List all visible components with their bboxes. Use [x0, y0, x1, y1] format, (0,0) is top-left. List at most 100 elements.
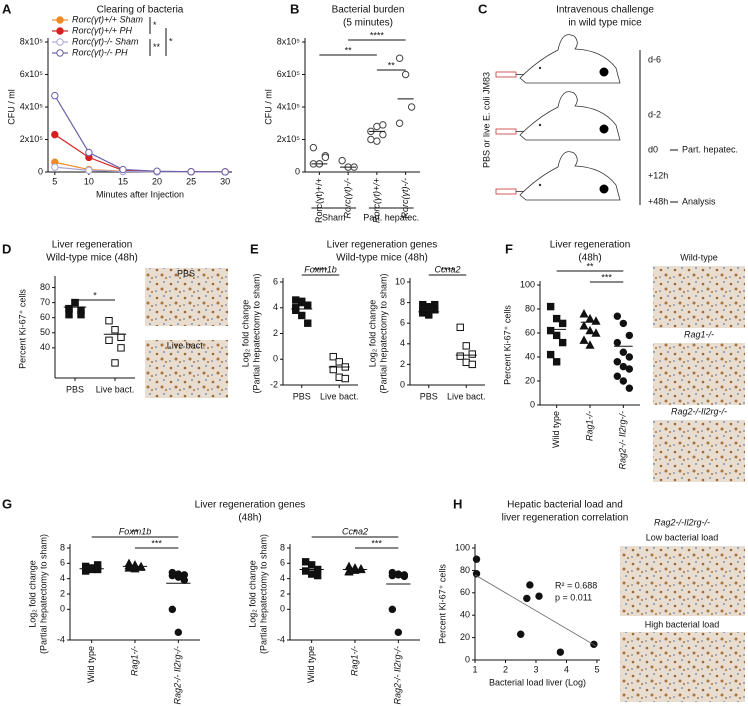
x-tick-label: Rag1-/- [129, 646, 139, 676]
point [153, 167, 161, 175]
panel-title: Foxm1b [304, 264, 337, 274]
point [304, 319, 312, 327]
y-tick-label: 20 [525, 375, 535, 385]
y-tick-label: 8x10⁵ [20, 36, 44, 46]
point [344, 567, 354, 576]
point [77, 310, 85, 319]
y-axis-label: (Partial hepatectomy to sham) [378, 273, 388, 393]
x-tick-label: PBS [293, 391, 311, 401]
diagram-title: Intravenous challenge [556, 5, 654, 16]
point [93, 561, 102, 569]
point [407, 103, 416, 111]
diagram: Intravenous challenge in wild type mice … [481, 5, 738, 207]
y-axis-label: Log₂ fold change [27, 560, 37, 628]
y-tick-label: 6 [280, 558, 285, 568]
bracket-label: *** [151, 538, 162, 548]
y-tick-label: 40 [525, 351, 535, 361]
point [168, 571, 177, 580]
x-axis-label: Bacterial load liver (Log) [489, 677, 586, 687]
point [425, 303, 433, 311]
annotation: p = 0.011 [555, 592, 592, 602]
y-tick-label: 4x10⁵ [20, 101, 44, 111]
y-tick-label: 6x10⁵ [277, 69, 301, 79]
bracket-label: *** [371, 538, 382, 548]
y-tick-label: 6x10⁵ [20, 69, 44, 79]
x-tick-label: 25 [186, 176, 196, 186]
point [379, 130, 387, 139]
point [119, 165, 127, 174]
micrograph [145, 268, 228, 326]
chart-subtitle: (48h) [238, 513, 261, 524]
y-tick-label: 6 [60, 558, 65, 568]
point [579, 309, 589, 318]
point [56, 38, 64, 46]
y-tick-label: 20 [460, 632, 470, 642]
point [329, 352, 337, 361]
y-tick-label: 4x10⁵ [277, 101, 301, 111]
y-tick-label: 8 [60, 542, 65, 552]
image-label: Rag2-/-Il2rg-/- [671, 406, 727, 416]
point [292, 304, 300, 312]
y-tick-label: 40 [40, 342, 50, 352]
chart-title: Liver regeneration [550, 240, 631, 251]
point [462, 358, 470, 367]
point [619, 362, 628, 371]
image-label: Rag1-/- [684, 329, 714, 339]
y-tick-label: 2 [400, 359, 405, 369]
y-tick-label: 0 [38, 166, 43, 176]
point [619, 319, 628, 328]
micrograph [145, 340, 228, 398]
point [174, 573, 183, 581]
chart-subtitle: (48h) [578, 253, 601, 264]
point [419, 300, 427, 309]
point [388, 571, 397, 580]
y-tick-label: 60 [525, 327, 535, 337]
x-tick-label: 3 [533, 664, 538, 674]
series-line [54, 95, 226, 173]
point [329, 365, 337, 374]
point [468, 360, 476, 369]
point [117, 333, 125, 341]
y-tick-label: 40 [460, 610, 470, 620]
point [456, 352, 464, 360]
x-tick-label: Rorc(γt)-/- [343, 178, 353, 219]
micrograph [620, 546, 745, 616]
point [111, 326, 119, 334]
y-tick-label: 8 [280, 542, 285, 552]
point [301, 567, 310, 575]
y-tick-label: -2 [270, 379, 278, 389]
point [65, 310, 73, 319]
point [523, 594, 531, 603]
y-axis-label: CFU / ml [263, 89, 273, 125]
point [105, 336, 113, 345]
point [292, 296, 300, 304]
y-tick-label: 60 [40, 312, 50, 322]
point [388, 605, 397, 614]
point [625, 365, 634, 373]
point [335, 373, 343, 381]
y-tick-label: 0 [530, 399, 535, 409]
point [613, 358, 622, 366]
point [130, 563, 140, 573]
x-tick-label: 10 [84, 176, 94, 186]
bracket-label: *** [601, 272, 612, 282]
fit-line [474, 574, 598, 647]
x-tick-label: 20 [152, 176, 162, 186]
y-tick-label: 4 [273, 302, 278, 312]
y-tick-label: 2x10⁵ [20, 134, 44, 144]
point [307, 570, 316, 578]
x-tick-label: Rag2-/- Il2rg-/- [618, 411, 628, 470]
point [85, 166, 93, 175]
chart-title: Clearing of bacteria [97, 5, 184, 16]
y-tick-label: 6 [273, 276, 278, 286]
x-tick-label: 1 [472, 664, 477, 674]
panel-label: F [505, 241, 513, 256]
y-tick-label: 80 [460, 565, 470, 575]
panel-label: C [478, 1, 488, 16]
y-axis-label: (Partial hepatectomy to sham) [38, 534, 48, 654]
x-tick-label: Rorc(γt)+/+ [314, 178, 324, 223]
point [136, 562, 146, 571]
y-tick-label: 0 [295, 166, 300, 176]
point [180, 576, 189, 584]
mouse [495, 91, 621, 141]
